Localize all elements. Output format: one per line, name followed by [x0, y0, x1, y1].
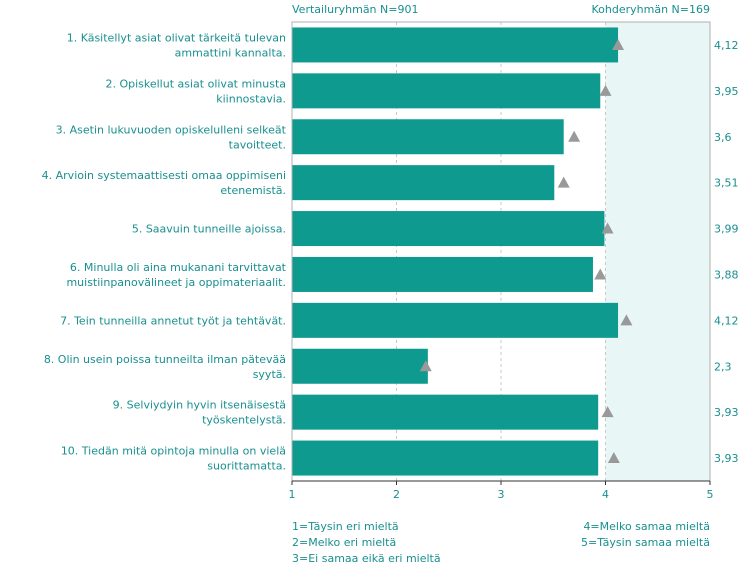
x-tick-label: 5 [707, 488, 714, 501]
bar-item-8 [292, 348, 428, 384]
bar-item-3 [292, 119, 564, 155]
category-label-6: muistiinpanovälineet ja oppimateriaalit. [66, 276, 286, 289]
legend-item-2: 2=Melko eri mieltä [292, 536, 396, 549]
agree-zone-shading [605, 22, 710, 481]
category-labels: 1. Käsitellyt asiat olivat tärkeitä tule… [42, 31, 287, 472]
bar-item-7 [292, 302, 619, 338]
bar-item-4 [292, 165, 555, 201]
reference-marker-2 [599, 84, 612, 96]
category-label-2: 2. Opiskellut asiat olivat minusta [105, 77, 286, 90]
legend-item-3: 3=Ei samaa eikä eri mieltä [292, 552, 441, 565]
value-label-6: 3,88 [714, 268, 739, 281]
legend-item-4: 4=Melko samaa mieltä [583, 520, 710, 533]
legend-item-5: 5=Täysin samaa mieltä [581, 536, 710, 549]
reference-marker-7 [620, 314, 633, 326]
category-label-6: 6. Minulla oli aina mukanani tarvittavat [70, 261, 287, 274]
legend-item-1: 1=Täysin eri mieltä [292, 520, 399, 533]
value-label-8: 2,3 [714, 360, 732, 373]
reference-marker-6 [594, 268, 607, 280]
x-tick-label: 2 [393, 488, 400, 501]
scale-legend: 1=Täysin eri mieltä 2=Melko eri mieltä 3=E… [292, 520, 710, 565]
category-label-10: suorittamatta. [207, 460, 286, 473]
comparison-group-label: Vertailuryhmän N=901 [292, 3, 418, 16]
category-label-10: 10. Tiedän mitä opintoja minulla on viel… [61, 445, 286, 458]
reference-marker-5 [601, 222, 614, 234]
value-label-5: 3,99 [714, 223, 739, 236]
category-label-3: 3. Asetin lukuvuoden opiskelulleni selke… [56, 123, 287, 136]
value-label-3: 3,6 [714, 131, 732, 144]
category-label-8: syytä. [253, 368, 286, 381]
category-label-3: tavoitteet. [229, 138, 286, 151]
category-label-4: 4. Arvioin systemaattisesti omaa oppimis… [42, 169, 286, 182]
category-label-2: kiinnostavia. [216, 92, 286, 105]
grid-lines [396, 22, 606, 481]
reference-marker-4 [557, 176, 570, 188]
value-label-9: 3,93 [714, 406, 739, 419]
x-tick-label: 1 [289, 488, 296, 501]
value-label-4: 3,51 [714, 177, 739, 190]
category-label-1: ammattini kannalta. [175, 46, 286, 59]
bar-item-1 [292, 27, 619, 63]
value-labels: 4,12 3,95 3,6 3,51 3,99 3,88 4,12 2,3 3,93 3,93 [714, 39, 739, 465]
bars-group [292, 27, 619, 476]
reference-markers [419, 38, 633, 464]
x-axis: 1 2 3 4 5 [289, 21, 714, 501]
bar-item-5 [292, 211, 605, 247]
reference-marker-8 [419, 360, 432, 372]
category-label-9: 9. Selviydyin hyvin itsenäisestä [113, 399, 286, 412]
value-label-7: 4,12 [714, 314, 739, 327]
reference-marker-9 [601, 406, 614, 418]
category-label-1: 1. Käsitellyt asiat olivat tärkeitä tule… [67, 31, 286, 44]
bar-item-6 [292, 256, 593, 292]
category-label-7: 7. Tein tunneilla annetut työt ja tehtäv… [60, 314, 286, 327]
category-label-4: etenemistä. [220, 184, 286, 197]
value-label-2: 3,95 [714, 85, 739, 98]
x-tick-label: 3 [498, 488, 505, 501]
reference-marker-3 [568, 130, 581, 142]
value-label-10: 3,93 [714, 452, 739, 465]
category-label-8: 8. Olin usein poissa tunneilta ilman pät… [44, 353, 286, 366]
bar-item-10 [292, 440, 599, 476]
bar-item-2 [292, 73, 601, 109]
category-label-5: 5. Saavuin tunneille ajoissa. [132, 223, 286, 236]
target-group-label: Kohderyhmän N=169 [592, 3, 711, 16]
reference-marker-1 [612, 38, 625, 50]
value-label-1: 4,12 [714, 39, 739, 52]
x-tick-label: 4 [602, 488, 609, 501]
category-label-9: työskentelystä. [202, 414, 286, 427]
bar-item-9 [292, 394, 599, 430]
reference-marker-10 [607, 452, 620, 464]
